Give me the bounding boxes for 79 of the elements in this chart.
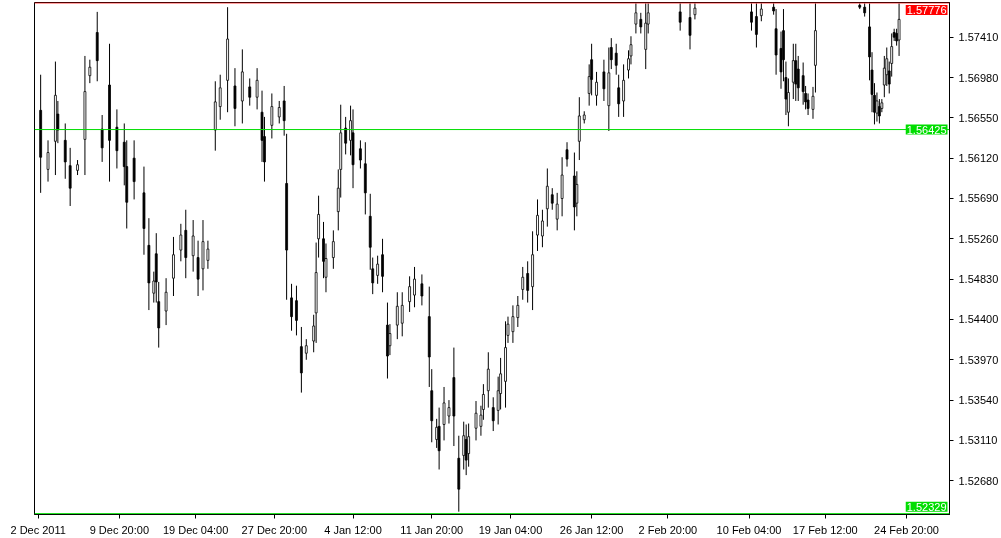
candlestick <box>750 2 753 32</box>
candlestick <box>132 139 136 200</box>
candlestick <box>521 266 525 301</box>
candlestick <box>376 255 380 285</box>
y-tick-label: 1.55260 <box>958 232 999 245</box>
candlestick <box>420 273 424 306</box>
candlestick <box>602 59 606 102</box>
x-tick-label: 11 Jan 20:00 <box>400 523 464 536</box>
candlestick <box>560 156 564 217</box>
y-tick-label: 1.56120 <box>958 152 999 165</box>
candlestick <box>541 209 544 248</box>
candlestick <box>395 291 399 340</box>
candlestick <box>115 108 119 169</box>
candlestick <box>255 67 259 110</box>
y-tick-label: 1.54400 <box>958 313 999 326</box>
candlestick <box>413 266 416 308</box>
x-tick-label: 17 Feb 12:00 <box>792 523 858 536</box>
candlestick <box>191 219 195 273</box>
x-tick-label: 19 Jan 04:00 <box>478 523 543 536</box>
candlestick <box>617 74 621 118</box>
candlestick <box>63 122 67 180</box>
candlestick <box>555 192 559 231</box>
ref-line-label: 1.52329 <box>906 500 947 513</box>
candlestick <box>634 2 638 34</box>
candlestick <box>545 167 549 228</box>
candlestick <box>408 275 411 313</box>
candlestick <box>290 283 293 332</box>
x-tick-label: 9 Dec 20:00 <box>89 523 150 536</box>
y-tick-label: 1.53970 <box>958 353 999 366</box>
y-tick-label: 1.53110 <box>958 434 998 447</box>
candlestick <box>172 236 175 297</box>
candlestick <box>381 238 384 293</box>
candlestick <box>68 147 72 207</box>
x-tick-label: 4 Jan 12:00 <box>324 523 382 536</box>
candlestick <box>331 229 335 270</box>
candlestick <box>46 139 50 183</box>
candlestick <box>794 43 798 102</box>
candlestick <box>688 2 692 50</box>
candlestick <box>614 43 618 76</box>
x-tick-label: 26 Jan 12:00 <box>559 523 624 536</box>
candlestick <box>550 187 554 211</box>
ref-line-label: 1.57776 <box>906 3 947 16</box>
candlestick <box>88 59 92 84</box>
y-tick-label: 1.56550 <box>958 111 999 124</box>
candlestick <box>400 291 404 337</box>
candlestick <box>100 114 104 163</box>
x-tick-label: 2 Dec 2011 <box>10 523 66 536</box>
candlestick <box>344 116 348 155</box>
candlestick <box>491 396 495 432</box>
x-tick-label: 27 Dec 20:00 <box>241 523 308 536</box>
candlestick <box>359 139 362 169</box>
candlestick <box>179 223 183 262</box>
x-tick-label: 24 Feb 20:00 <box>874 523 939 536</box>
candlestick <box>486 351 490 409</box>
y-tick-label: 1.53540 <box>958 394 999 407</box>
candlestick <box>622 63 625 118</box>
x-tick-label: 10 Feb 04:00 <box>716 523 782 536</box>
y-tick-label: 1.52680 <box>958 474 999 487</box>
y-tick-label: 1.56980 <box>958 71 999 84</box>
candlestick <box>277 100 281 124</box>
y-tick-label: 1.57410 <box>958 31 999 44</box>
candlestick <box>218 74 222 121</box>
candlestick <box>270 92 274 139</box>
ref-line-label: 1.56425 <box>906 123 947 136</box>
y-tick-label: 1.54830 <box>958 273 999 286</box>
candlestick <box>536 198 539 252</box>
candlestick <box>526 260 530 304</box>
candlestick <box>295 285 298 336</box>
candlestick <box>565 141 569 168</box>
x-tick-label: 2 Feb 20:00 <box>638 523 698 536</box>
candlestick <box>678 2 682 32</box>
y-tick-label: 1.55690 <box>958 192 999 205</box>
candlestick <box>304 338 308 361</box>
candlestick <box>164 277 168 326</box>
candlestick <box>233 67 237 127</box>
candlestick <box>755 2 758 49</box>
candlestick <box>595 71 598 107</box>
candlestick <box>248 77 252 107</box>
x-tick-label: 19 Dec 04:00 <box>162 523 229 536</box>
